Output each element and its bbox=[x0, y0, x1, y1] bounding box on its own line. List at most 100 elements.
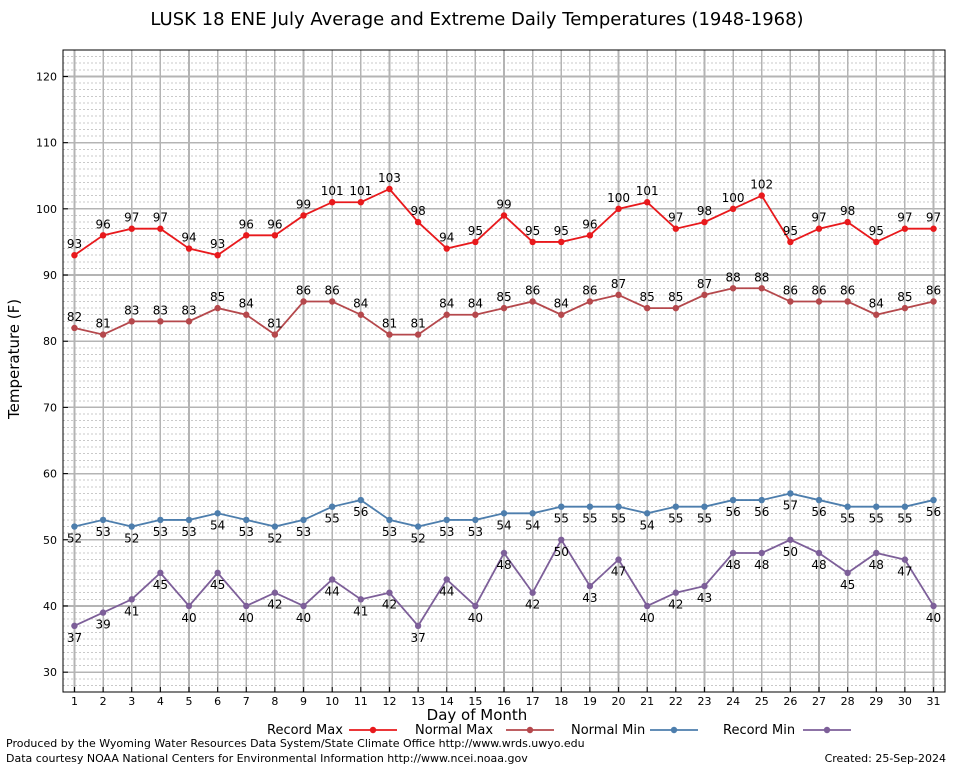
data-point bbox=[443, 311, 450, 318]
x-tick-label: 13 bbox=[411, 695, 425, 708]
x-tick-label: 24 bbox=[726, 695, 740, 708]
data-point bbox=[500, 549, 508, 557]
data-point bbox=[472, 238, 479, 246]
x-tick-label: 7 bbox=[243, 695, 250, 708]
x-tick-label: 23 bbox=[697, 695, 711, 708]
data-point bbox=[414, 331, 422, 338]
data-point bbox=[930, 602, 937, 610]
data-label: 95 bbox=[554, 224, 569, 238]
data-point bbox=[472, 516, 479, 524]
data-label: 85 bbox=[496, 290, 511, 304]
data-label: 44 bbox=[439, 584, 454, 598]
data-point bbox=[357, 311, 365, 318]
data-label: 53 bbox=[468, 525, 483, 539]
series-normal-max: 82 81 83 83 83 85 84 81 86 86 84 81 81 84 84 85 86 84 86 87… bbox=[67, 270, 941, 338]
data-label: 50 bbox=[554, 545, 569, 559]
data-label: 55 bbox=[325, 512, 340, 526]
data-label: 56 bbox=[926, 505, 941, 519]
data-label: 101 bbox=[349, 184, 372, 198]
data-label: 96 bbox=[267, 217, 282, 231]
data-label: 53 bbox=[95, 525, 110, 539]
data-label: 84 bbox=[869, 297, 884, 311]
data-point bbox=[615, 205, 622, 213]
data-label: 86 bbox=[296, 284, 311, 298]
data-point bbox=[328, 298, 336, 305]
data-point bbox=[243, 602, 250, 610]
data-label: 56 bbox=[353, 505, 368, 519]
data-point bbox=[529, 589, 536, 596]
data-point bbox=[128, 225, 135, 232]
data-point bbox=[901, 503, 909, 510]
legend-marker bbox=[670, 726, 678, 734]
data-label: 41 bbox=[124, 604, 139, 618]
data-point bbox=[815, 496, 823, 504]
x-tick-label: 31 bbox=[927, 695, 941, 708]
data-label: 52 bbox=[410, 532, 425, 546]
data-label: 45 bbox=[153, 578, 168, 592]
data-point bbox=[414, 523, 422, 530]
data-label: 82 bbox=[67, 310, 82, 324]
x-tick-label: 26 bbox=[783, 695, 797, 708]
data-label: 56 bbox=[725, 505, 740, 519]
data-point bbox=[128, 318, 135, 325]
data-label: 95 bbox=[869, 224, 884, 238]
x-tick-label: 1 bbox=[71, 695, 78, 708]
data-label: 85 bbox=[210, 290, 225, 304]
data-label: 39 bbox=[95, 618, 110, 632]
data-point bbox=[672, 503, 680, 510]
x-tick-label: 3 bbox=[128, 695, 135, 708]
data-label: 56 bbox=[811, 505, 826, 519]
data-point bbox=[844, 569, 851, 577]
data-point bbox=[386, 331, 393, 338]
data-label: 53 bbox=[239, 525, 254, 539]
data-point bbox=[99, 232, 107, 239]
x-tick-label: 6 bbox=[214, 695, 221, 708]
data-label: 97 bbox=[153, 211, 168, 225]
x-tick-label: 28 bbox=[841, 695, 855, 708]
y-tick-label: 30 bbox=[43, 666, 57, 679]
series-record-max: 93 96 97 97 94 93 96 96 99 101 101 103 98 94 95 99 95 95 9… bbox=[67, 171, 941, 259]
data-label: 54 bbox=[210, 518, 225, 532]
data-point bbox=[787, 298, 794, 305]
data-point bbox=[815, 298, 823, 305]
data-label: 86 bbox=[783, 284, 798, 298]
data-label: 37 bbox=[410, 631, 425, 645]
data-point bbox=[185, 245, 193, 252]
data-label: 48 bbox=[725, 558, 740, 572]
data-point bbox=[586, 582, 594, 590]
credit-line-1: Produced by the Wyoming Water Resources … bbox=[6, 737, 585, 750]
x-tick-label: 27 bbox=[812, 695, 826, 708]
data-label: 40 bbox=[640, 611, 655, 625]
data-point bbox=[71, 251, 78, 259]
data-point bbox=[271, 331, 279, 338]
data-point bbox=[586, 232, 594, 239]
data-label: 94 bbox=[181, 231, 196, 245]
y-tick-label: 50 bbox=[43, 534, 57, 547]
data-point bbox=[844, 218, 851, 226]
x-tick-label: 5 bbox=[186, 695, 193, 708]
data-point bbox=[643, 199, 651, 206]
data-point bbox=[701, 503, 708, 510]
data-label: 93 bbox=[210, 237, 225, 251]
legend-label: Normal Max bbox=[415, 723, 493, 738]
legend-marker bbox=[526, 726, 534, 734]
data-point bbox=[873, 503, 880, 510]
data-label: 54 bbox=[525, 518, 540, 532]
data-label: 53 bbox=[439, 525, 454, 539]
data-label: 84 bbox=[353, 297, 368, 311]
data-point bbox=[758, 192, 765, 199]
data-point bbox=[586, 298, 594, 305]
data-point bbox=[128, 596, 135, 603]
data-label: 40 bbox=[239, 611, 254, 625]
y-tick-label: 90 bbox=[43, 269, 57, 282]
data-point bbox=[300, 298, 307, 305]
x-tick-label: 22 bbox=[669, 695, 683, 708]
data-label: 96 bbox=[239, 217, 254, 231]
data-point bbox=[328, 199, 336, 206]
x-axis-label: Day of Month bbox=[426, 706, 528, 724]
data-label: 53 bbox=[382, 525, 397, 539]
legend-marker bbox=[823, 726, 831, 734]
data-label: 97 bbox=[811, 211, 826, 225]
data-point bbox=[815, 549, 823, 557]
